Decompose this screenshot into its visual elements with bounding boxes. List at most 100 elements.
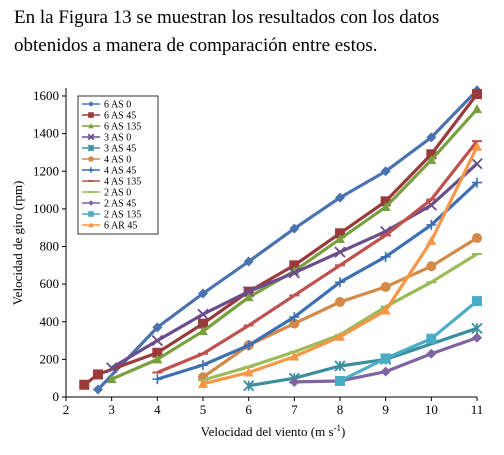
legend-label: 3 AS 45 bbox=[104, 144, 136, 155]
data-point bbox=[152, 374, 163, 385]
x-tick-label: 5 bbox=[200, 402, 207, 417]
data-point bbox=[106, 362, 118, 374]
legend-box bbox=[77, 95, 159, 235]
data-point bbox=[380, 166, 391, 177]
legend-entry: 2 AS 0 bbox=[82, 188, 131, 199]
data-point bbox=[472, 104, 482, 114]
data-point bbox=[92, 369, 103, 380]
legend-label: 4 AS 0 bbox=[104, 155, 131, 166]
legend-entry: 6 AS 135 bbox=[82, 122, 141, 133]
data-point bbox=[87, 133, 95, 141]
data-point bbox=[472, 89, 482, 100]
data-point bbox=[380, 366, 391, 377]
data-point bbox=[88, 211, 94, 217]
data-point bbox=[243, 380, 255, 392]
data-point bbox=[335, 192, 345, 203]
data-point bbox=[426, 261, 437, 272]
data-point bbox=[334, 360, 346, 372]
data-point bbox=[472, 177, 482, 188]
legend-label: 2 AS 0 bbox=[104, 188, 131, 199]
data-point bbox=[289, 318, 300, 329]
data-point bbox=[335, 233, 345, 243]
data-point bbox=[289, 260, 300, 271]
data-point bbox=[426, 333, 437, 344]
data-point bbox=[380, 251, 391, 262]
data-point bbox=[197, 308, 209, 320]
legend-label: 6 AR 45 bbox=[104, 221, 137, 232]
series-line bbox=[202, 236, 478, 379]
legend-label: 6 AS 0 bbox=[104, 100, 131, 111]
data-point bbox=[152, 322, 163, 333]
y-tick-label: 200 bbox=[40, 351, 60, 366]
series-line bbox=[339, 299, 479, 383]
legend-entry: 3 AS 0 bbox=[82, 133, 131, 144]
data-point bbox=[472, 296, 482, 307]
data-point bbox=[472, 233, 482, 244]
series-layer bbox=[79, 85, 483, 395]
data-point bbox=[471, 158, 483, 170]
data-point bbox=[243, 292, 254, 302]
data-point bbox=[288, 267, 300, 279]
y-tick-label: 1000 bbox=[33, 201, 59, 216]
data-point bbox=[334, 246, 346, 258]
y-tick-label: 400 bbox=[40, 314, 60, 329]
data-point bbox=[471, 322, 483, 334]
x-tick-label: 2 bbox=[63, 402, 70, 417]
data-point bbox=[380, 196, 391, 207]
data-point bbox=[88, 112, 94, 118]
legend-entry: 3 AS 45 bbox=[82, 144, 136, 155]
data-point bbox=[152, 347, 163, 358]
y-tick-label: 1400 bbox=[33, 126, 59, 141]
data-point bbox=[335, 277, 345, 288]
data-point bbox=[243, 256, 254, 267]
legend-label: 2 AS 135 bbox=[104, 210, 141, 221]
data-point bbox=[88, 156, 94, 162]
data-point bbox=[426, 235, 437, 245]
x-tick-label: 10 bbox=[425, 402, 438, 417]
x-tick-label: 4 bbox=[154, 402, 161, 417]
data-point bbox=[289, 312, 300, 323]
legend-entry: 2 AS 135 bbox=[82, 210, 141, 221]
series bbox=[198, 233, 482, 383]
data-point bbox=[198, 288, 208, 299]
x-axis-label: Velocidad del viento (m s-1) bbox=[201, 423, 346, 439]
data-point bbox=[198, 318, 208, 329]
x-tick-label: 6 bbox=[245, 402, 252, 417]
legend-entry: 6 AS 0 bbox=[82, 100, 131, 111]
x-axis-label-main: Velocidad del viento (m s bbox=[201, 424, 334, 439]
x-axis-label-sup: -1 bbox=[334, 423, 342, 433]
x-tick-label: 9 bbox=[382, 402, 389, 417]
x-tick-label: 8 bbox=[337, 402, 344, 417]
series bbox=[289, 332, 482, 387]
data-point bbox=[426, 154, 437, 164]
x-tick-label: 11 bbox=[471, 402, 484, 417]
y-tick-label: 1600 bbox=[33, 88, 59, 103]
series bbox=[198, 141, 482, 388]
legend-label: 2 AS 45 bbox=[104, 199, 136, 210]
data-point bbox=[87, 144, 95, 152]
data-point bbox=[380, 353, 391, 364]
legend-entry: 4 AS 0 bbox=[82, 155, 131, 166]
data-point bbox=[335, 376, 345, 387]
data-point bbox=[335, 228, 345, 239]
legend-label: 4 AS 135 bbox=[104, 177, 141, 188]
data-point bbox=[198, 326, 208, 336]
legend-entry: 4 AS 135 bbox=[82, 177, 141, 188]
series-line bbox=[83, 93, 479, 387]
data-point bbox=[472, 332, 482, 343]
data-point bbox=[289, 223, 300, 234]
caption-text: En la Figura 13 se muestran los resultad… bbox=[14, 7, 440, 56]
data-point bbox=[198, 378, 208, 388]
data-point bbox=[88, 222, 94, 228]
data-point bbox=[88, 200, 94, 206]
data-point bbox=[106, 374, 117, 384]
data-point bbox=[88, 167, 94, 173]
data-point bbox=[243, 340, 254, 351]
series-line bbox=[156, 140, 479, 374]
legend-entry: 4 AS 45 bbox=[82, 166, 136, 177]
legend-entry: 2 AS 45 bbox=[82, 199, 136, 210]
y-tick-label: 1200 bbox=[33, 163, 59, 178]
series bbox=[79, 89, 482, 390]
data-point bbox=[426, 149, 437, 160]
